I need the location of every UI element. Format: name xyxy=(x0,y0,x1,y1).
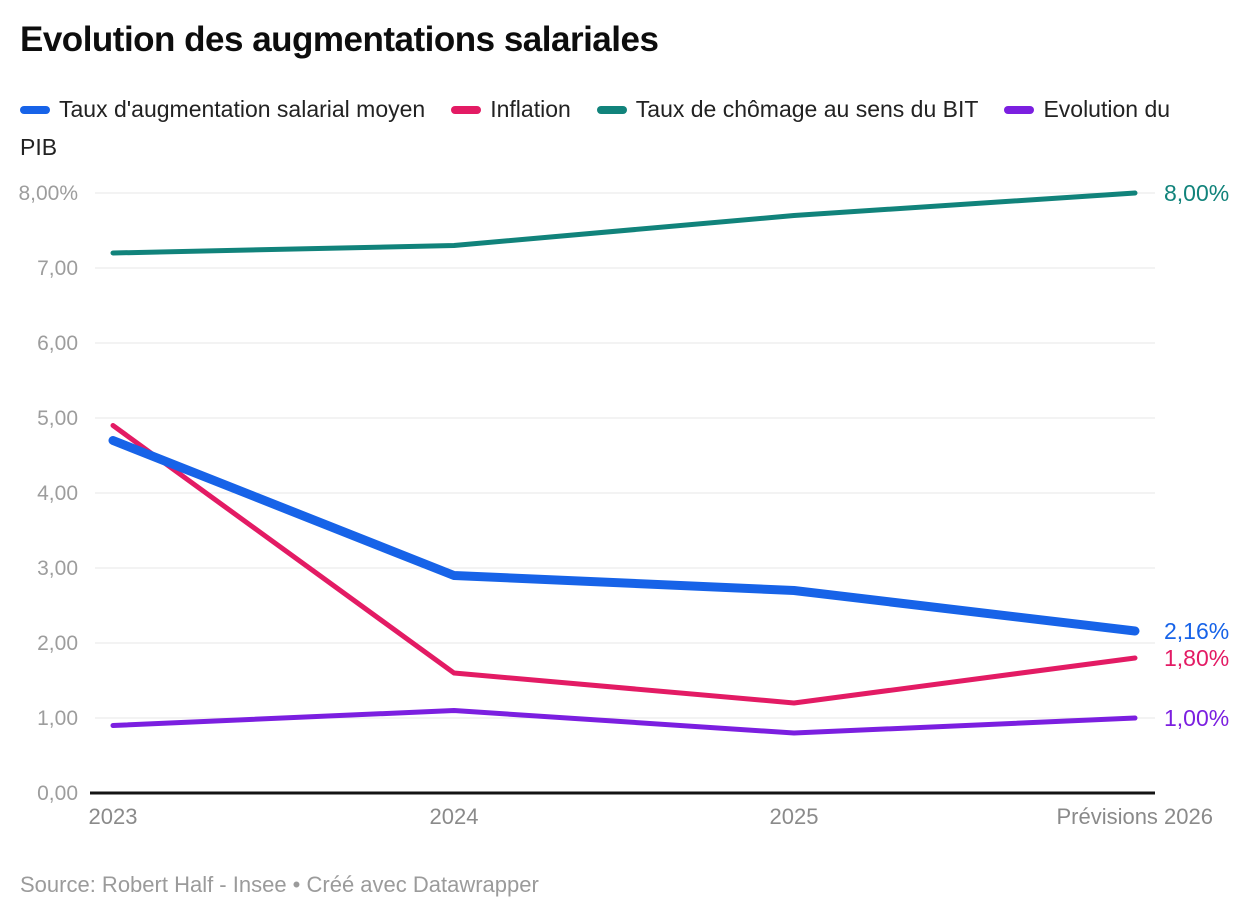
series-end-label: 2,16% xyxy=(1164,618,1229,644)
x-axis-label: 2023 xyxy=(89,804,138,829)
series-line xyxy=(110,423,1138,706)
legend-item: Taux de chômage au sens du BIT xyxy=(596,96,979,122)
legend-item-label: Taux d'augmentation salarial moyen xyxy=(59,96,426,122)
y-axis-label: 6,00 xyxy=(37,332,78,355)
y-axis-label: 5,00 xyxy=(37,407,78,430)
legend-item-label: Inflation xyxy=(490,96,571,122)
y-axis-label: 2,00 xyxy=(37,632,78,655)
series-end-label: 1,00% xyxy=(1164,705,1229,731)
y-axis-label: 8,00% xyxy=(18,182,78,205)
series-line xyxy=(110,190,1138,256)
y-axis-label: 7,00 xyxy=(37,257,78,280)
legend-item-label: Taux de chômage au sens du BIT xyxy=(635,96,979,122)
series-end-label: 8,00% xyxy=(1164,180,1229,206)
legend-swatch-icon xyxy=(1004,106,1035,114)
legend-item: Taux d'augmentation salarial moyen xyxy=(20,96,425,122)
x-axis-label: Prévisions 2026 xyxy=(1056,804,1213,829)
legend-item: Evolution du PIB xyxy=(20,96,1170,160)
chart-legend: Taux d'augmentation salarial moyen Inflat… xyxy=(20,90,1210,166)
legend-swatch-icon xyxy=(20,106,50,114)
source-attribution: Source: Robert Half - Insee • Créé avec … xyxy=(20,872,539,897)
y-axis-label: 0,00 xyxy=(37,782,78,805)
x-axis-label: 2025 xyxy=(770,804,819,829)
legend-swatch-icon xyxy=(451,106,482,114)
chart-title: Evolution des augmentations salariales xyxy=(20,20,659,59)
legend-item: Inflation xyxy=(451,96,571,122)
legend-swatch-icon xyxy=(596,106,627,114)
series-line xyxy=(108,436,1140,636)
y-axis-label: 1,00 xyxy=(37,707,78,730)
x-axis-label: 2024 xyxy=(430,804,479,829)
series-line xyxy=(110,708,1138,736)
legend-item-label: Evolution du PIB xyxy=(20,96,1171,160)
y-axis-label: 3,00 xyxy=(37,557,78,580)
series-end-label: 1,80% xyxy=(1164,645,1229,671)
y-axis-label: 4,00 xyxy=(37,482,78,505)
